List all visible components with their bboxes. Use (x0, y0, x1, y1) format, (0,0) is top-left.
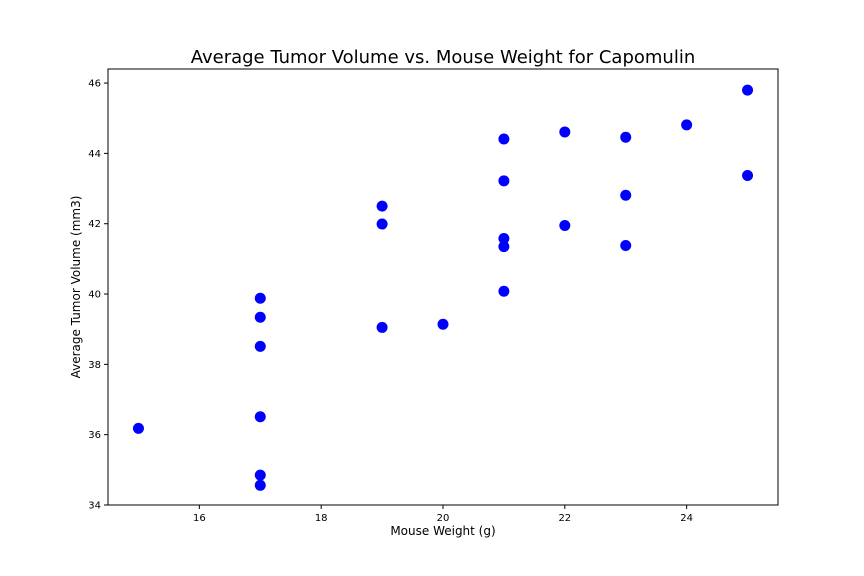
data-points (132, 84, 754, 491)
chart-title: Average Tumor Volume vs. Mouse Weight fo… (191, 47, 696, 68)
y-tick-label: 38 (88, 360, 101, 371)
x-tick-label: 22 (558, 513, 571, 524)
data-point (254, 311, 266, 323)
data-point (742, 170, 754, 182)
y-tick-label: 36 (88, 430, 101, 441)
data-point (498, 285, 510, 297)
y-tick-label: 44 (88, 149, 101, 160)
plot-area-frame (107, 68, 779, 506)
data-point (620, 131, 632, 143)
y-axis-ticks: 34 36 38 40 42 44 46 (88, 79, 108, 512)
x-axis-ticks: 16 18 20 22 24 (193, 505, 693, 524)
x-tick-label: 20 (437, 513, 450, 524)
data-point (620, 189, 632, 201)
data-point (498, 133, 510, 145)
y-axis-label: Average Tumor Volume (mm3) (69, 196, 83, 379)
data-point (254, 340, 266, 352)
data-point (376, 218, 388, 230)
data-point (376, 200, 388, 212)
y-tick-label: 40 (88, 290, 101, 301)
data-point (376, 321, 388, 333)
x-tick-label: 18 (315, 513, 328, 524)
data-point (498, 241, 510, 253)
y-tick-label: 46 (88, 79, 101, 90)
data-point (132, 422, 144, 434)
data-point (559, 219, 571, 231)
data-point (498, 175, 510, 187)
data-point (559, 126, 571, 138)
data-point (681, 119, 693, 131)
x-axis-label: Mouse Weight (g) (390, 524, 495, 538)
data-point (437, 318, 449, 330)
y-tick-label: 34 (88, 501, 101, 512)
data-point (742, 84, 754, 96)
data-point (254, 479, 266, 491)
y-tick-label: 42 (88, 219, 101, 230)
x-tick-label: 24 (680, 513, 693, 524)
x-tick-label: 16 (193, 513, 206, 524)
data-point (254, 292, 266, 304)
data-point (254, 411, 266, 423)
data-point (254, 469, 266, 481)
data-point (620, 240, 632, 252)
data-point (498, 232, 510, 244)
